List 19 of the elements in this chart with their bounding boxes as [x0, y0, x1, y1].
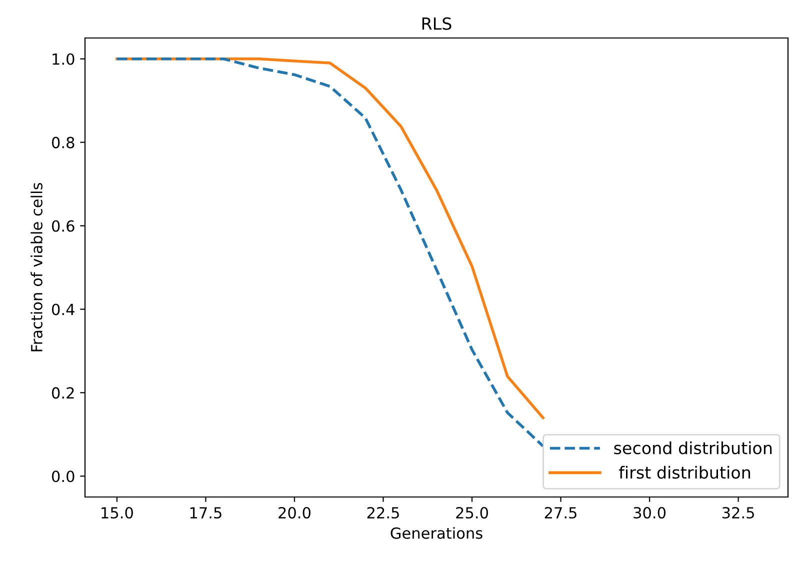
y-tick-label: 0.8: [52, 136, 74, 148]
x-axis-title: Generations: [390, 527, 482, 539]
x-tick-label: 30.0: [634, 506, 666, 519]
chart-title: RLS: [422, 17, 452, 30]
y-axis-title: Fraction of viable cells: [30, 182, 42, 352]
y-tick-label: 0.4: [52, 304, 74, 316]
y-tick-label: 1.0: [52, 53, 74, 65]
y-tick-label: 0.2: [52, 387, 74, 399]
x-tick-label: 25.0: [456, 506, 488, 519]
y-tick-label: 0.0: [52, 470, 74, 482]
y-tick-label: 0.6: [52, 220, 74, 232]
legend-label: second distribution: [614, 441, 772, 454]
x-tick-label: 17.5: [190, 507, 222, 519]
legend-label: first distribution: [618, 466, 750, 479]
x-tick-label: 22.5: [367, 506, 399, 519]
x-tick-label: 32.5: [722, 506, 754, 519]
x-tick-label: 15.0: [102, 506, 133, 519]
x-tick-label: 20.0: [278, 506, 310, 519]
x-tick-label: 27.5: [544, 506, 576, 519]
